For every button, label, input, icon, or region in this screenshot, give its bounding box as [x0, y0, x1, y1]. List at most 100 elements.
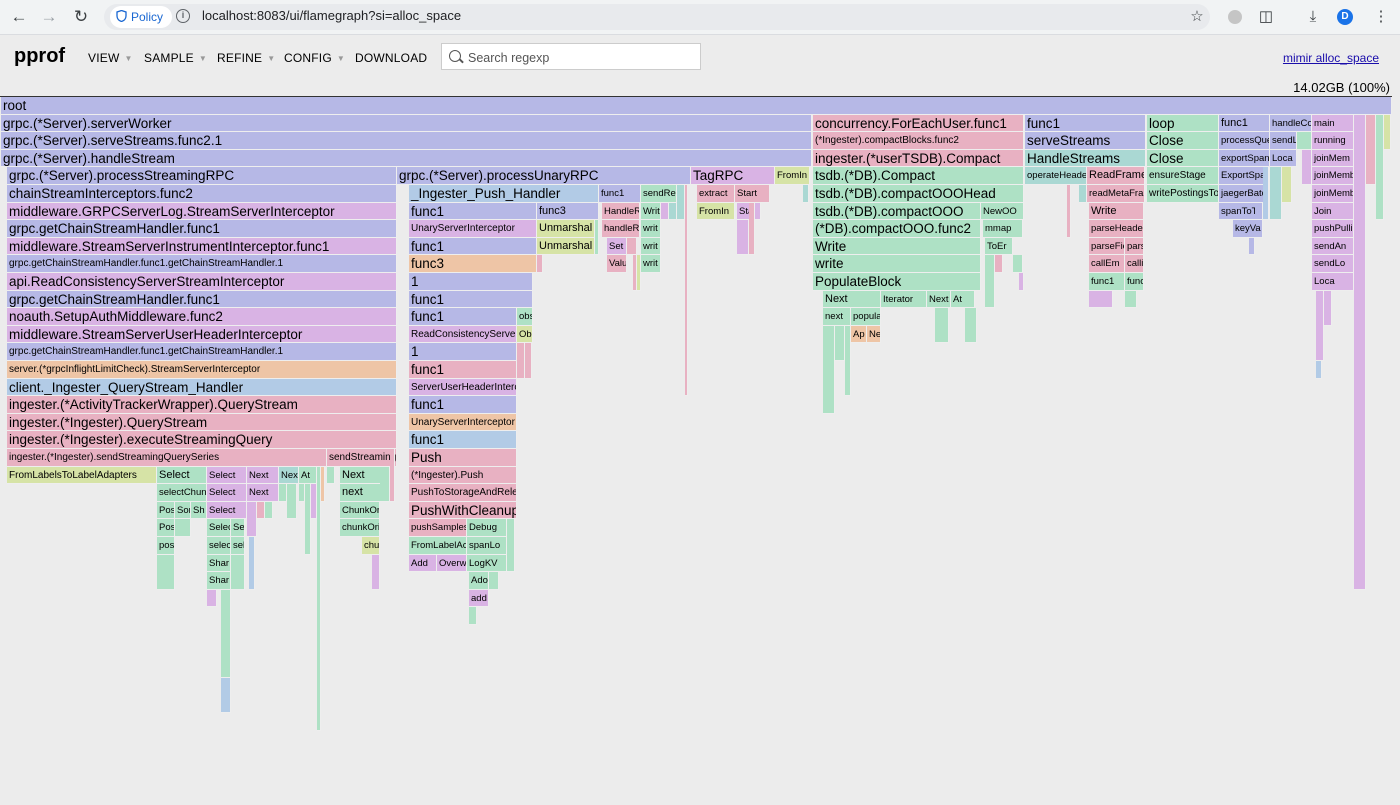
flame-frame-narrow[interactable] — [1316, 361, 1322, 379]
flame-frame-narrow[interactable] — [390, 449, 395, 502]
flame-frame[interactable]: Pos — [157, 501, 175, 520]
flame-frame-narrow[interactable] — [595, 220, 599, 256]
flame-frame[interactable]: func1 — [1025, 114, 1146, 133]
flame-frame-narrow[interactable] — [1079, 185, 1087, 203]
menu-config[interactable]: CONFIG ▼ — [284, 51, 345, 65]
flame-frame[interactable]: func1 — [409, 237, 537, 256]
flame-frame-narrow[interactable] — [845, 325, 851, 397]
flame-frame-narrow[interactable] — [1302, 149, 1312, 185]
flame-frame[interactable]: Loca — [1312, 273, 1354, 291]
flame-frame[interactable]: UnaryServerInterceptor — [409, 413, 517, 432]
flame-frame-narrow[interactable] — [265, 501, 273, 520]
flame-frame[interactable]: FromIn — [775, 167, 810, 185]
flame-frame[interactable]: ingester.(*userTSDB).Compact — [813, 149, 1024, 168]
flame-frame[interactable]: Join — [1312, 202, 1354, 221]
flame-frame[interactable]: chunkOri — [340, 519, 380, 537]
flame-frame[interactable]: sel — [231, 537, 245, 555]
flame-frame[interactable]: Shar — [207, 554, 231, 573]
flame-frame[interactable]: spanLo — [467, 537, 507, 555]
flame-frame-narrow[interactable] — [221, 677, 231, 713]
flame-frame[interactable]: selectChun — [157, 484, 207, 502]
flame-frame[interactable]: Shar — [207, 572, 231, 590]
flame-frame[interactable]: mmap — [983, 220, 1023, 238]
flame-frame[interactable]: Close — [1147, 149, 1219, 168]
flame-frame-narrow[interactable] — [669, 202, 677, 221]
url-text[interactable]: localhost:8083/ui/flamegraph?si=alloc_sp… — [202, 8, 462, 23]
flame-frame[interactable]: func1 — [409, 290, 533, 309]
flamegraph[interactable]: root grpc.(*Server).serverWorker grpc.(*Se… — [0, 96, 1400, 805]
flame-frame-narrow[interactable] — [1376, 114, 1384, 221]
flame-frame[interactable]: joinMemb — [1312, 167, 1354, 185]
flame-frame[interactable]: noauth.SetupAuthMiddleware.func2 — [7, 308, 397, 326]
flame-frame[interactable]: (*Ingester).compactBlocks.func2 — [813, 132, 1024, 150]
flame-frame-narrow[interactable] — [755, 202, 761, 221]
flame-frame-narrow[interactable] — [1255, 202, 1263, 221]
flame-frame[interactable]: Push — [409, 449, 517, 467]
flame-frame-narrow[interactable] — [1384, 114, 1391, 150]
flame-frame[interactable]: func1 — [409, 361, 517, 379]
flame-frame-narrow[interactable] — [935, 308, 949, 344]
flame-frame[interactable]: At — [951, 290, 975, 309]
flame-frame[interactable]: writ — [641, 220, 661, 238]
flame-frame[interactable]: parseHeade — [1089, 220, 1144, 238]
flame-frame[interactable]: next — [823, 308, 851, 326]
flame-frame[interactable]: grpc.(*Server).serverWorker — [1, 114, 812, 133]
flame-frame-narrow[interactable] — [247, 501, 257, 537]
flame-frame[interactable]: ensureStage — [1147, 167, 1219, 185]
flame-frame[interactable]: ReadConsistencyServerU — [409, 325, 517, 344]
flame-frame-narrow[interactable] — [633, 255, 637, 291]
flame-frame[interactable]: running — [1312, 132, 1354, 150]
flame-frame[interactable]: sendL — [1270, 132, 1297, 150]
back-arrow-icon[interactable]: ← — [10, 7, 28, 26]
flame-frame[interactable]: loop — [1147, 114, 1219, 133]
flame-frame-narrow[interactable] — [311, 484, 317, 520]
flame-frame-narrow[interactable] — [249, 537, 255, 590]
flame-frame[interactable]: FromIn — [697, 202, 735, 221]
flame-frame[interactable]: keyVa — [1233, 220, 1263, 238]
flame-frame[interactable]: Start — [735, 185, 770, 203]
flame-frame[interactable]: (*Ingester).Push — [409, 466, 517, 485]
flame-frame[interactable]: writ — [641, 255, 661, 273]
flame-frame[interactable]: FromLabelsToLabelAdapters — [7, 466, 157, 485]
flame-frame-narrow[interactable] — [287, 484, 297, 520]
flame-frame[interactable]: func1 — [1219, 114, 1270, 133]
flame-frame[interactable]: jaegerBatc — [1219, 185, 1270, 203]
flame-frame[interactable]: pushPulli — [1312, 220, 1354, 238]
flame-frame-narrow[interactable] — [637, 255, 641, 291]
flame-frame-narrow[interactable] — [1324, 290, 1332, 326]
flame-frame[interactable]: writ — [641, 237, 661, 256]
flame-frame[interactable]: Add — [409, 554, 437, 573]
search-box[interactable] — [441, 43, 701, 70]
flame-frame-narrow[interactable] — [175, 519, 191, 537]
flame-frame-narrow[interactable] — [1019, 273, 1024, 291]
flame-frame[interactable]: root — [1, 97, 1392, 115]
flame-frame[interactable]: processQue — [1219, 132, 1270, 150]
flame-frame[interactable]: handleCo — [1270, 114, 1312, 133]
flame-frame[interactable]: callEm — [1089, 255, 1125, 273]
flame-frame-narrow[interactable] — [1125, 290, 1137, 309]
flame-frame[interactable]: write — [813, 255, 981, 273]
flame-frame[interactable]: main — [1312, 114, 1354, 133]
flame-frame-narrow[interactable] — [507, 519, 515, 573]
flame-frame[interactable]: Unmarshal — [537, 220, 595, 238]
flame-frame[interactable]: NewOO — [981, 202, 1024, 221]
extension-circle-icon[interactable] — [1224, 6, 1246, 28]
flame-frame-narrow[interactable] — [537, 255, 543, 273]
flame-frame[interactable]: middleware.StreamServerUserHeaderInterce… — [7, 325, 397, 344]
flame-frame[interactable]: writePostingsTo — [1147, 185, 1219, 203]
flame-frame[interactable]: exportSpan — [1219, 149, 1270, 168]
flame-frame[interactable]: Se — [231, 519, 245, 537]
flame-frame[interactable]: grpc.getChainStreamHandler.func1 — [7, 220, 397, 238]
flame-frame[interactable]: pos — [157, 537, 175, 555]
flame-frame-narrow[interactable] — [1366, 114, 1376, 185]
flame-frame-narrow[interactable] — [327, 466, 335, 485]
flame-frame[interactable]: func3 — [409, 255, 537, 273]
flame-frame[interactable]: HandleR — [602, 202, 640, 221]
search-input[interactable] — [466, 47, 700, 68]
flame-frame-narrow[interactable] — [965, 308, 977, 344]
flame-frame-narrow[interactable] — [835, 325, 845, 361]
flame-frame-narrow[interactable] — [661, 202, 669, 221]
flame-frame[interactable]: chu — [362, 537, 380, 555]
flame-frame-narrow[interactable] — [380, 466, 390, 502]
flame-frame-narrow[interactable] — [1316, 290, 1324, 361]
